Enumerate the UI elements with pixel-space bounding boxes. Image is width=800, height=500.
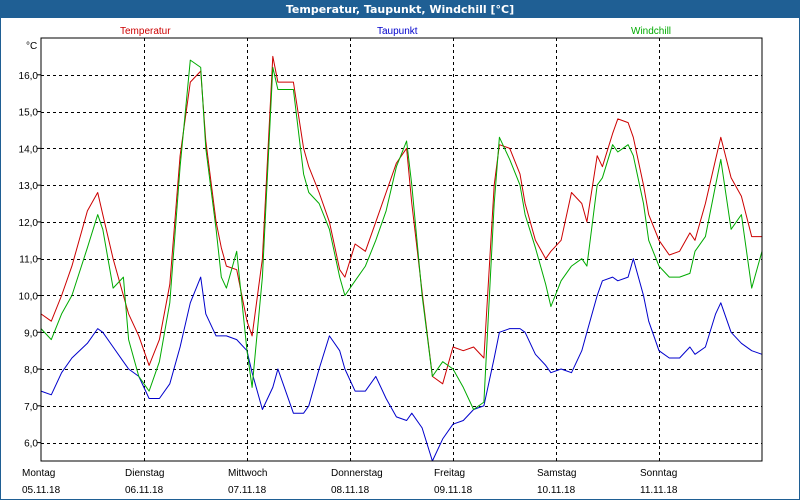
x-tick-label-date: 07.11.18 <box>228 485 267 496</box>
plot-area-border <box>40 37 763 462</box>
y-tick-label: 15,0 <box>19 108 39 119</box>
x-tick-label-weekday: Freitag <box>434 468 465 479</box>
y-axis: 6,0 7,0 8,0 9,0 10,0 11,0 12,0 13,0 14,0 15,0 16,0 <box>19 71 41 450</box>
x-axis: Montag 05.11.18 Dienstag 06.11.18 Mittwoch 07… <box>22 468 678 496</box>
y-tick-label: 14,0 <box>19 144 39 155</box>
y-tick-label: 13,0 <box>19 181 39 192</box>
y-tick-label: 16,0 <box>19 71 39 82</box>
x-tick-label-weekday: Donnerstag <box>331 468 383 479</box>
x-tick-label-date: 10.11.18 <box>537 485 576 496</box>
y-axis-unit-label: °C <box>26 41 37 52</box>
x-tick-label-date: 11.11.18 <box>640 485 678 496</box>
x-tick-label-weekday: Samstag <box>537 468 576 479</box>
series-lines <box>40 55 763 462</box>
x-tick-label-date: 08.11.18 <box>331 485 370 496</box>
series-line-temperatur <box>40 55 762 385</box>
series-line-windchill <box>40 59 763 410</box>
x-tick-label-weekday: Mittwoch <box>228 468 267 479</box>
legend-windchill: Windchill <box>631 26 671 37</box>
y-tick-label: 8,0 <box>24 365 38 376</box>
y-tick-label: 12,0 <box>19 218 39 229</box>
series-line-taupunkt <box>40 258 763 462</box>
chart-title: Temperatur, Taupunkt, Windchill [°C] <box>0 0 800 18</box>
x-tick-label-weekday: Sonntag <box>640 468 677 479</box>
y-tick-label: 11,0 <box>19 255 38 266</box>
x-tick-label-date: 09.11.18 <box>434 485 473 496</box>
x-tick-label-date: 05.11.18 <box>22 485 61 496</box>
legend-temperatur: Temperatur <box>120 26 171 37</box>
x-tick-label-weekday: Dienstag <box>125 468 164 479</box>
y-tick-label: 7,0 <box>24 402 38 413</box>
y-tick-label: 9,0 <box>24 328 38 339</box>
x-tick-label-date: 06.11.18 <box>125 485 164 496</box>
grid <box>41 38 762 461</box>
x-tick-label-weekday: Montag <box>22 468 55 479</box>
y-tick-label: 10,0 <box>19 291 39 302</box>
legend: Temperatur Taupunkt Windchill <box>120 26 671 37</box>
legend-taupunkt: Taupunkt <box>377 26 418 37</box>
y-tick-label: 6,0 <box>24 439 38 450</box>
